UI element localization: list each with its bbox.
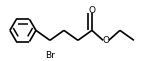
Text: O: O [102, 36, 109, 45]
Text: O: O [88, 6, 95, 15]
Text: Br: Br [45, 51, 55, 60]
